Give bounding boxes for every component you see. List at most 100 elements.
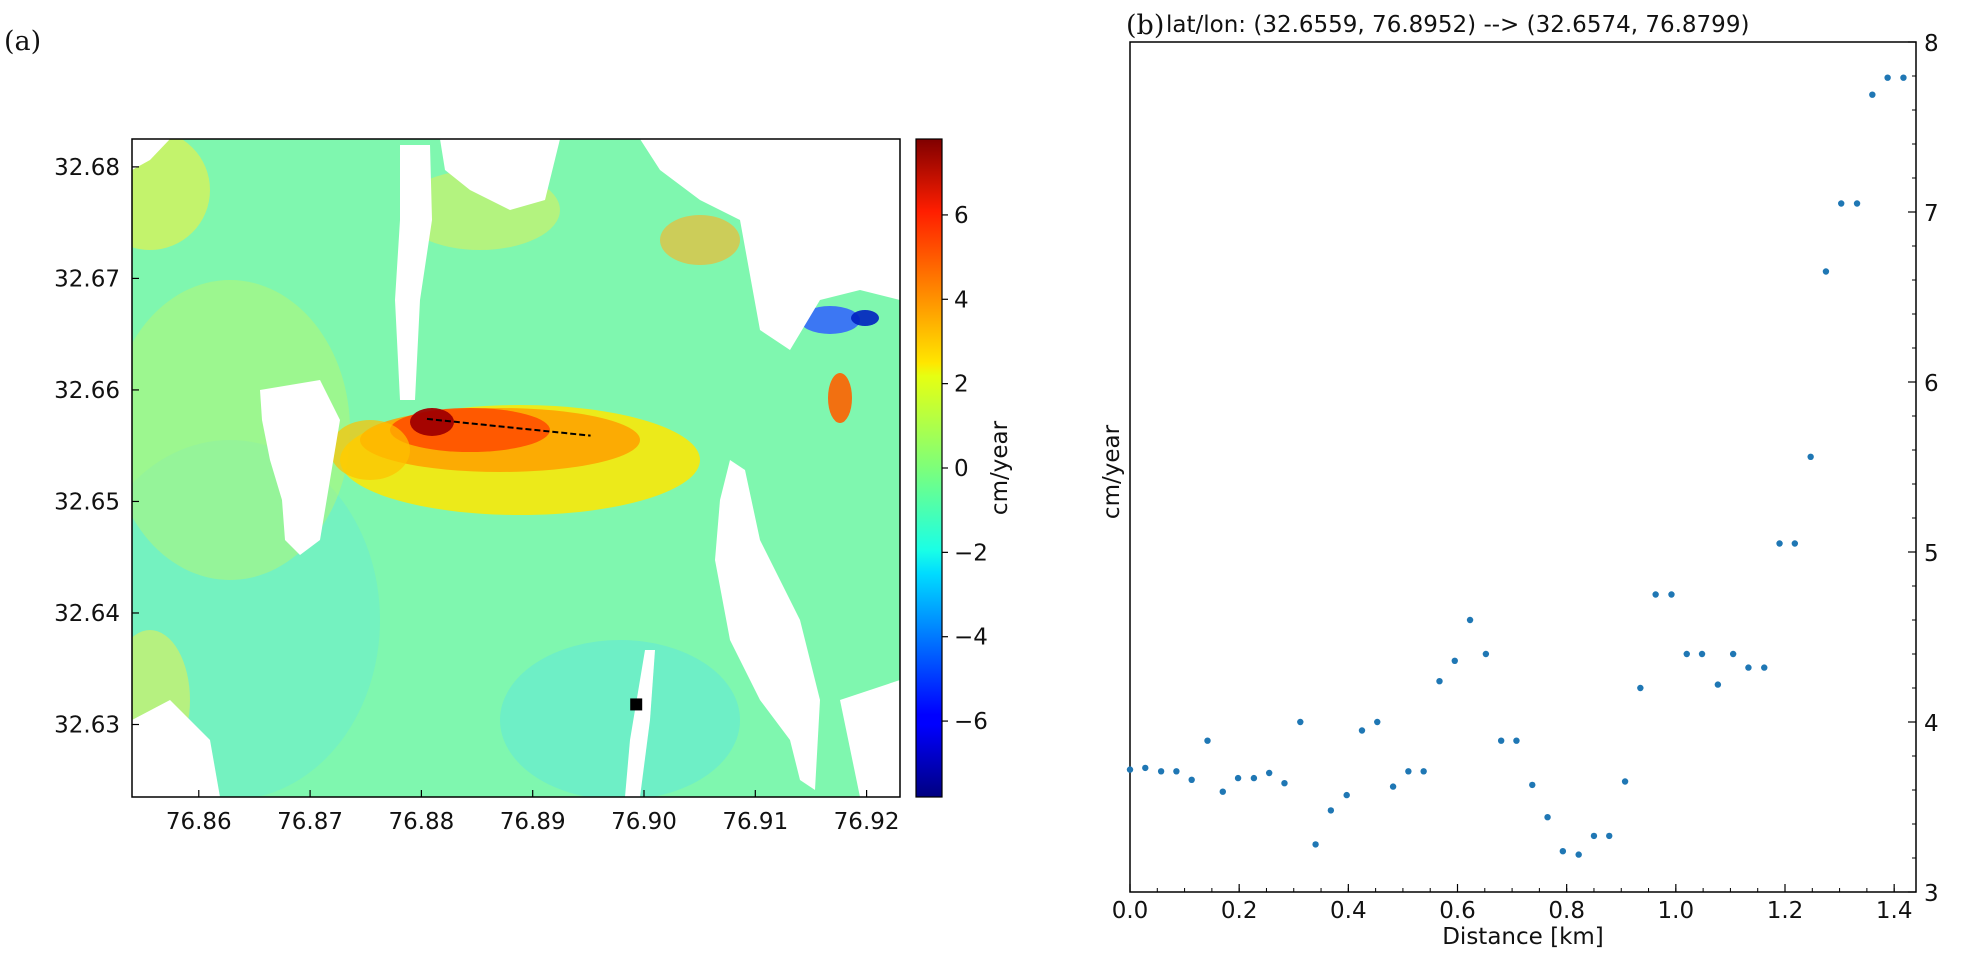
panel-b-label: (b) [1126, 10, 1164, 41]
colorbar-label: cm/year [987, 420, 1013, 515]
profile-x-label: Distance [km] [1442, 924, 1604, 950]
profile-point [1637, 684, 1644, 692]
mask-northeast [640, 139, 900, 350]
map-x-tick-label: 76.89 [500, 809, 566, 835]
map-y-tick-label: 32.68 [54, 155, 120, 181]
profile-point [1575, 851, 1582, 858]
profile-point [1451, 657, 1458, 664]
map-x-tick-label: 76.87 [277, 809, 343, 835]
profile-point [1466, 616, 1474, 624]
profile-point [1281, 780, 1288, 787]
profile-point [1884, 74, 1891, 81]
profile-point [1761, 664, 1768, 671]
profile-point [1374, 718, 1381, 726]
map-y-tick-label: 32.65 [54, 489, 120, 515]
colorbar-ticks: 6 4 2 0 −2 −4 −6 [942, 203, 988, 735]
profile-point [1157, 768, 1165, 775]
deformation-west-lobe [330, 420, 410, 480]
map-frame [131, 138, 901, 798]
colorbar-tick-label: 2 [954, 372, 969, 398]
profile-point [1204, 737, 1211, 744]
profile-y-tick-label: 6 [1924, 371, 1939, 397]
profile-y-tick-label: 5 [1924, 541, 1939, 567]
profile-point [1606, 832, 1613, 840]
profile-point [1544, 814, 1551, 821]
dark-blue-patch-east [851, 310, 879, 326]
blue-patch-east [800, 306, 860, 334]
mask-east-strip [715, 460, 820, 790]
profile-point [1714, 681, 1722, 688]
profile-point [1559, 848, 1567, 855]
colorbar-gradient [916, 139, 942, 797]
mask-southwest [132, 700, 220, 797]
map-y-tick-label: 32.63 [54, 713, 120, 739]
profile-point [1513, 737, 1520, 744]
profile-points [1126, 74, 1907, 858]
profile-point [1698, 650, 1706, 658]
profile-plot: 0.0 0.2 0.4 0.6 0.8 1.0 1.2 1.4 3 4 5 6 7 8 Distance… [1099, 31, 1939, 950]
profile-point [1869, 91, 1876, 98]
velocity-map [131, 138, 901, 798]
profile-y-tick-label: 7 [1924, 201, 1939, 227]
reference-point-marker [630, 698, 643, 711]
map-y-tick-label: 32.66 [54, 378, 120, 404]
map-x-tick-label: 76.92 [834, 809, 900, 835]
profile-point [1297, 718, 1304, 726]
profile-point [1529, 781, 1536, 789]
profile-point [1652, 591, 1659, 598]
profile-y-tick-label: 3 [1924, 881, 1939, 907]
map-x-tick-label: 76.90 [611, 809, 677, 835]
profile-point [1436, 678, 1443, 685]
profile-point [1234, 774, 1242, 782]
profile-point [1188, 776, 1195, 783]
colorbar-tick-label: −2 [954, 540, 988, 566]
colorbar-tick-label: −4 [954, 625, 988, 651]
profile-point [1807, 453, 1814, 460]
profile-x-tick-label: 0.8 [1548, 898, 1585, 924]
profile-point [1791, 540, 1799, 547]
profile-x-tick-label: 0.2 [1221, 898, 1258, 924]
colorbar-tick-label: −6 [954, 709, 988, 735]
orange-patch-east [828, 373, 852, 423]
profile-title: lat/lon: (32.6559, 76.8952) --> (32.6574… [1166, 12, 1749, 38]
profile-frame [1129, 41, 1917, 893]
colorbar-tick-label: 0 [954, 456, 969, 482]
colorbar-tick-label: 6 [954, 203, 969, 229]
panel-a-label: (a) [4, 26, 41, 57]
map-orange-patch-north [660, 215, 740, 265]
colorbar-tick-label: 4 [954, 287, 969, 313]
profile-point [1822, 268, 1830, 275]
map-x-axis: 76.86 76.87 76.88 76.89 76.90 76.91 76.92 [166, 790, 900, 835]
profile-point [1126, 766, 1134, 773]
mask-vertical-strip [395, 145, 432, 400]
map-texture [132, 139, 900, 797]
map-x-tick-label: 76.88 [388, 809, 454, 835]
profile-point [1343, 791, 1350, 799]
map-cyan-zone-south [500, 640, 740, 797]
profile-point [1776, 540, 1783, 547]
profile-point [1250, 774, 1258, 782]
profile-point [1900, 74, 1907, 81]
profile-point [1745, 664, 1752, 671]
profile-point [1621, 778, 1629, 785]
profile-point [1482, 650, 1490, 658]
profile-point [1219, 788, 1226, 795]
mask-south-sliver [625, 650, 655, 797]
profile-point [1420, 768, 1427, 775]
map-x-tick-label: 76.86 [166, 809, 232, 835]
profile-point [1838, 200, 1845, 207]
profile-x-tick-label: 0.0 [1112, 898, 1149, 924]
profile-point [1497, 737, 1505, 744]
deformation-core [410, 408, 454, 436]
mask-southeast [840, 680, 900, 797]
mask-north [440, 139, 560, 210]
profile-y-tick-label: 4 [1924, 711, 1939, 737]
profile-x-tick-label: 0.6 [1439, 898, 1476, 924]
profile-y-label: cm/year [1099, 424, 1125, 519]
profile-point [1265, 769, 1273, 777]
map-y-tick-label: 32.67 [54, 266, 120, 292]
profile-point [1405, 768, 1412, 775]
profile-point [1312, 841, 1319, 848]
profile-x-tick-label: 0.4 [1330, 898, 1367, 924]
